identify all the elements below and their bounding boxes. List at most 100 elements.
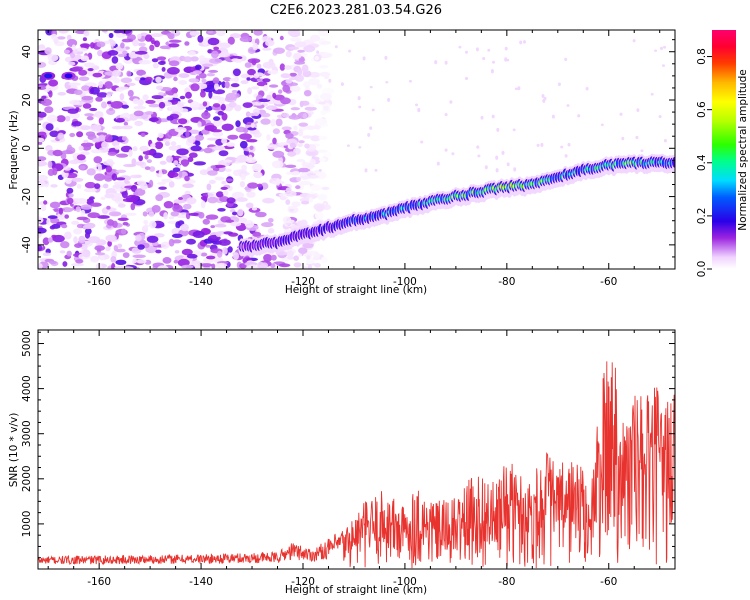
spectrogram-cell — [83, 188, 97, 193]
spectrogram-cell — [278, 263, 291, 268]
spectrogram-cell — [181, 264, 194, 269]
spectrogram-cell — [178, 197, 183, 200]
spectrogram-cell — [49, 130, 60, 138]
spectrogram-cell — [65, 178, 72, 184]
spectrogram-cell — [174, 250, 180, 254]
spectrogram-cell — [314, 118, 328, 126]
spectrogram-cell — [177, 258, 190, 267]
spectrogram-cell — [306, 162, 314, 170]
spectrogram-cell — [185, 130, 190, 138]
spectrogram-cell — [289, 72, 298, 77]
spectrogram-cell — [216, 191, 224, 198]
spectrogram-cell — [369, 126, 373, 130]
spectrogram-cell — [104, 193, 115, 199]
spectrogram-cell — [177, 106, 184, 113]
spectrogram-cell — [45, 30, 54, 36]
spectrogram-cell — [79, 165, 86, 170]
spectrogram-cell — [255, 211, 267, 218]
spectrogram-cell — [231, 191, 245, 199]
spectrogram-cell — [635, 135, 639, 140]
spectrogram-cell — [232, 211, 238, 216]
spectrogram-cell — [155, 76, 162, 84]
spectrogram-cell — [294, 60, 306, 65]
spectrogram-cell — [168, 216, 175, 220]
spectrogram-cell — [66, 34, 72, 41]
spectrogram-cell — [138, 42, 146, 47]
spectrogram-cell — [301, 64, 309, 73]
spectrogram-cell — [212, 164, 226, 168]
spectrogram-cell — [151, 58, 159, 63]
spectrogram-cell — [269, 84, 279, 88]
spectrogram-cell — [105, 134, 113, 142]
spectrogram-cell — [239, 140, 248, 149]
spectrogram-cell — [76, 131, 84, 138]
spectrogram-cell — [168, 238, 175, 247]
spectrogram-cell — [38, 244, 43, 251]
spectrogram-cell — [251, 86, 260, 90]
snr-frame — [37, 329, 676, 570]
spectrogram-cell — [169, 39, 182, 43]
spectrogram-cell — [663, 138, 667, 143]
spectrogram-cell — [415, 103, 418, 107]
spectrogram-cell — [279, 63, 286, 71]
spectrogram-cell — [137, 244, 145, 250]
spectrogram-cell — [61, 207, 74, 213]
spectrogram-cell — [214, 223, 227, 228]
spectrogram-cell — [170, 211, 179, 217]
spectrogram-cell — [187, 156, 194, 162]
spectrogram-cell — [208, 91, 213, 99]
spectrogram-cell — [244, 62, 252, 68]
spectrogram-cell — [480, 115, 484, 120]
spectrogram-cell — [163, 201, 174, 209]
spectrogram-cell — [567, 142, 571, 147]
spectrogram-cell — [275, 118, 283, 127]
spectrogram-cell — [57, 132, 65, 140]
spectrogram-cell — [218, 42, 231, 49]
spectrogram-cell — [38, 182, 42, 189]
spectrogram-cell — [157, 181, 167, 185]
spectrogram-cell — [166, 33, 175, 37]
spectrogram-cell — [157, 265, 169, 269]
spectrogram-cell — [66, 250, 72, 257]
spectrogram-cell — [230, 83, 240, 88]
spectrogram-cell — [75, 47, 88, 52]
spectrogram-cell — [540, 142, 544, 147]
spectrogram-cell — [227, 246, 233, 253]
spectrogram-cell — [105, 246, 111, 252]
spectrogram-cell — [374, 168, 378, 172]
spectrogram-cell — [230, 221, 242, 227]
spectrogram-xtick-label: -80 — [498, 276, 515, 288]
spectrogram-cell — [60, 241, 70, 249]
spectrogram-cell — [109, 40, 116, 47]
spectrogram-cell — [247, 87, 253, 95]
snr-ytick-label: 2000 — [21, 465, 33, 492]
spectrogram-cell — [169, 113, 179, 120]
spectrogram-cell — [215, 262, 228, 269]
spectrogram-xtick-label: -120 — [291, 276, 315, 288]
spectrogram-cell — [61, 150, 74, 155]
snr-ytick-label: 3000 — [21, 420, 33, 447]
spectrogram-cell — [517, 86, 521, 91]
spectrogram-cell — [298, 128, 304, 137]
spectrogram-cell — [178, 170, 183, 178]
spectrogram-cell — [105, 234, 117, 242]
snr-axes: -160 -140 -120 -100 -80 -60 1000 2000 3000 4000 50… — [21, 330, 675, 588]
spectrogram-cell — [287, 30, 301, 36]
spectrogram-cell — [654, 49, 658, 52]
spectrogram-cell — [272, 150, 285, 158]
spectrogram-cell — [209, 58, 223, 64]
spectrogram-cell — [284, 65, 292, 70]
spectrogram-cell — [306, 255, 311, 260]
spectrogram-cell — [221, 123, 234, 131]
spectrogram-cell — [80, 55, 90, 62]
spectrogram-cell — [294, 41, 307, 48]
spectrogram-cell — [285, 50, 292, 58]
spectrogram-cell — [161, 67, 166, 72]
spectrogram-cell — [78, 76, 90, 82]
spectrogram-cell — [89, 86, 100, 95]
spectrogram-cell — [117, 217, 129, 221]
spectrogram-cell — [205, 244, 211, 248]
spectrogram-cell — [231, 89, 238, 94]
spectrogram-cell — [149, 44, 155, 51]
spectrogram-cell — [208, 179, 216, 184]
